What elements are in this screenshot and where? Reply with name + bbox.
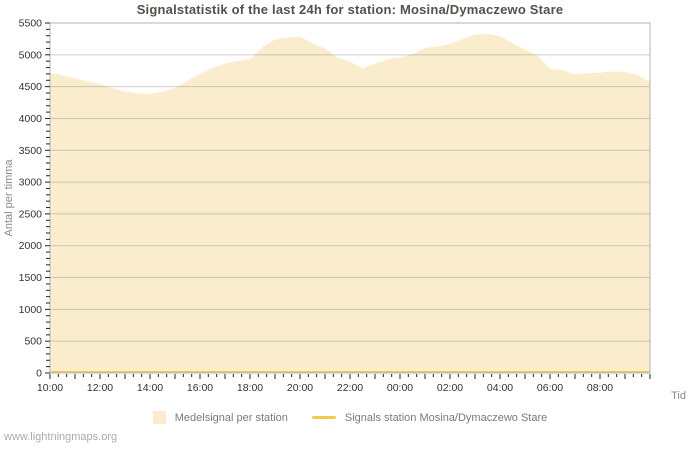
y-tick-label: 4500	[19, 81, 43, 93]
chart-title: Signalstatistik of the last 24h for stat…	[136, 2, 564, 17]
x-axis-label: Tid	[671, 390, 686, 402]
watermark-link[interactable]: www.lightningmaps.org	[4, 431, 118, 443]
x-tick-label: 20:00	[287, 382, 313, 394]
y-tick-label: 5500	[19, 18, 43, 30]
y-tick-label: 5000	[19, 49, 43, 61]
area-series	[50, 33, 650, 374]
x-tick-label: 10:00	[37, 382, 63, 394]
x-tick-labels: 10:00 12:00 14:00 16:00 18:00 20:00 22:00 00:00…	[37, 382, 613, 394]
legend-area-swatch-icon	[152, 411, 166, 424]
y-tick-label: 1000	[19, 304, 43, 316]
x-tick-label: 16:00	[187, 382, 213, 394]
x-tick-label: 02:00	[437, 382, 463, 394]
y-tick-label: 500	[24, 336, 42, 348]
chart-svg: 0 500 1000 1500 2000 2500 3000 3500 4000 4500 5000…	[3, 18, 686, 403]
y-tick-label: 0	[36, 368, 42, 380]
y-ticks	[45, 22, 50, 374]
plot-border	[49, 22, 651, 374]
y-tick-label: 2500	[19, 208, 43, 220]
y-tick-label: 3000	[19, 177, 43, 189]
x-tick-label: 12:00	[87, 382, 113, 394]
x-tick-label: 22:00	[337, 382, 363, 394]
y-tick-label: 3500	[19, 145, 43, 157]
y-tick-labels: 0 500 1000 1500 2000 2500 3000 3500 4000 4500 5000…	[19, 18, 43, 380]
y-tick-label: 1500	[19, 272, 43, 284]
y-tick-label: 2000	[19, 240, 43, 252]
y-tick-label: 4000	[19, 113, 43, 125]
x-tick-label: 18:00	[237, 382, 263, 394]
legend-label-medelsignal: Medelsignal per station	[174, 411, 288, 424]
x-tick-label: 06:00	[537, 382, 563, 394]
y-axis-label: Antal per timma	[3, 159, 15, 237]
legend-label-signals: Signals station Mosina/Dymaczewo Stare	[344, 411, 548, 424]
x-tick-label: 00:00	[387, 382, 413, 394]
x-tick-label: 04:00	[487, 382, 513, 394]
x-tick-label: 08:00	[587, 382, 613, 394]
x-tick-label: 14:00	[137, 382, 163, 394]
chart-legend: Medelsignal per station Signals station …	[0, 411, 700, 424]
x-ticks	[49, 374, 651, 379]
legend-line-swatch-icon	[311, 416, 336, 419]
